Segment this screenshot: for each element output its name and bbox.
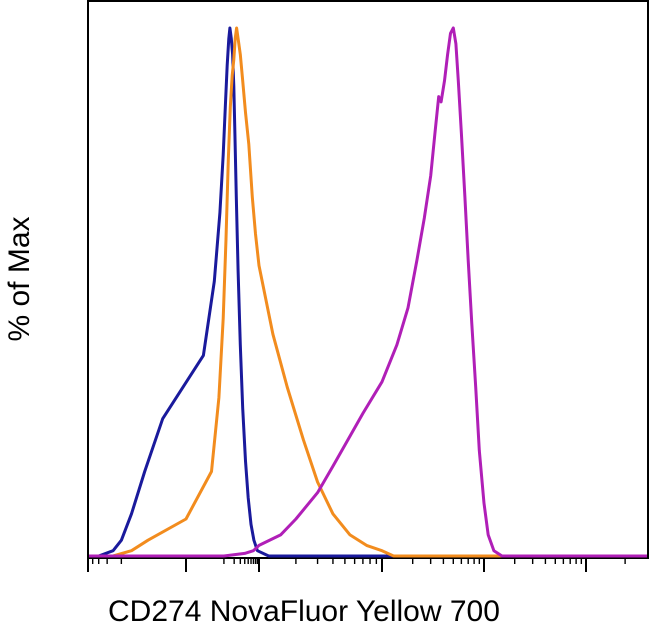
y-axis-title: % of Max <box>3 216 36 341</box>
histogram-series-3 <box>89 26 647 558</box>
histogram-series-2 <box>89 26 647 558</box>
series-layer <box>89 26 647 558</box>
plot-frame <box>87 0 649 559</box>
histogram-series-1 <box>89 26 647 558</box>
x-axis-ticks <box>87 558 626 572</box>
x-axis-title: CD274 NovaFluor Yellow 700 <box>108 595 500 628</box>
